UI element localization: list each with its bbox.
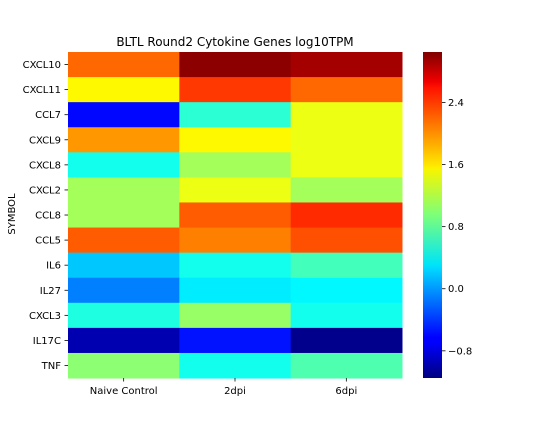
y-tick-label: TNF bbox=[41, 361, 62, 372]
heatmap-cell bbox=[290, 52, 403, 78]
heatmap-cell bbox=[68, 302, 180, 329]
y-tick-label: IL6 bbox=[46, 261, 61, 272]
y-tick-label: CXCL2 bbox=[29, 185, 61, 196]
heatmap-cell bbox=[290, 102, 403, 128]
heatmap-cell bbox=[68, 252, 180, 279]
heatmap-cell bbox=[68, 52, 180, 78]
chart-title: BLTL Round2 Cytokine Genes log10TPM bbox=[116, 35, 353, 49]
heatmap-cell bbox=[290, 252, 403, 279]
y-tick-label: CCL5 bbox=[35, 236, 61, 247]
y-tick-label: CXCL11 bbox=[23, 85, 61, 96]
x-tick-label: Naive Control bbox=[90, 386, 158, 397]
heatmap-cell bbox=[179, 52, 292, 78]
heatmap-cell bbox=[68, 277, 180, 304]
heatmap-cell bbox=[290, 277, 403, 304]
y-tick-labels: CXCL10 CXCL11 CCL7 CXCL9 CXCL8 CXCL2 CCL8 CCL5 I… bbox=[23, 60, 68, 372]
y-tick-label: CCL8 bbox=[35, 211, 61, 222]
heatmap-cell bbox=[179, 202, 292, 229]
colorbar-tick-label: 1.6 bbox=[448, 160, 464, 171]
heatmap-cell bbox=[68, 202, 180, 229]
heatmap-cell bbox=[290, 202, 403, 229]
heatmap-cell bbox=[290, 302, 403, 329]
colorbar-tick-label: 0.8 bbox=[448, 222, 464, 233]
heatmap-cell bbox=[290, 127, 403, 153]
heatmap-cell bbox=[68, 102, 180, 128]
heatmap-cell bbox=[68, 227, 180, 254]
heatmap-cell bbox=[179, 102, 292, 128]
heatmap-cell bbox=[179, 77, 292, 103]
heatmap-cell bbox=[68, 127, 180, 153]
heatmap-cell bbox=[290, 77, 403, 103]
y-axis-label: SYMBOL bbox=[7, 193, 18, 235]
heatmap-cell bbox=[179, 277, 292, 304]
heatmap-cell bbox=[68, 177, 180, 203]
heatmap-cell bbox=[68, 77, 180, 103]
heatmap-cell bbox=[290, 152, 403, 178]
colorbar-tick-label: 0.0 bbox=[448, 284, 464, 295]
y-tick-label: CXCL8 bbox=[29, 160, 61, 171]
heatmap-cell bbox=[179, 227, 292, 254]
colorbar-gradient bbox=[423, 52, 442, 378]
heatmap-cell bbox=[179, 327, 292, 354]
colorbar-tick-label: −0.8 bbox=[448, 346, 472, 357]
y-tick-label: CXCL10 bbox=[23, 60, 61, 71]
heatmap-cell bbox=[290, 227, 403, 254]
colorbar-tick-label: 2.4 bbox=[448, 98, 464, 109]
y-tick-label: IL17C bbox=[33, 336, 61, 347]
y-tick-label: CXCL9 bbox=[29, 135, 61, 146]
heatmap-cell bbox=[68, 152, 180, 178]
heatmap-cell bbox=[290, 352, 403, 379]
colorbar-ticks: −0.8 0.0 0.8 1.6 2.4 bbox=[442, 98, 472, 357]
x-tick-label: 2dpi bbox=[224, 386, 246, 397]
heatmap-cell bbox=[179, 352, 292, 379]
x-tick-labels: Naive Control 2dpi 6dpi bbox=[90, 378, 357, 397]
heatmap-cell bbox=[290, 327, 403, 354]
heatmap-cell bbox=[179, 177, 292, 203]
y-tick-label: CCL7 bbox=[35, 110, 61, 121]
x-tick-label: 6dpi bbox=[335, 386, 357, 397]
heatmap-cell bbox=[179, 127, 292, 153]
y-tick-label: CXCL3 bbox=[29, 311, 61, 322]
heatmap-cells bbox=[68, 52, 403, 379]
heatmap-cell bbox=[179, 152, 292, 178]
heatmap-cell bbox=[179, 302, 292, 329]
colorbar: −0.8 0.0 0.8 1.6 2.4 bbox=[423, 52, 472, 378]
heatmap-cell bbox=[290, 177, 403, 203]
heatmap-cell bbox=[68, 327, 180, 354]
heatmap-cell bbox=[68, 352, 180, 379]
y-tick-label: IL27 bbox=[40, 286, 61, 297]
heatmap-cell bbox=[179, 252, 292, 279]
